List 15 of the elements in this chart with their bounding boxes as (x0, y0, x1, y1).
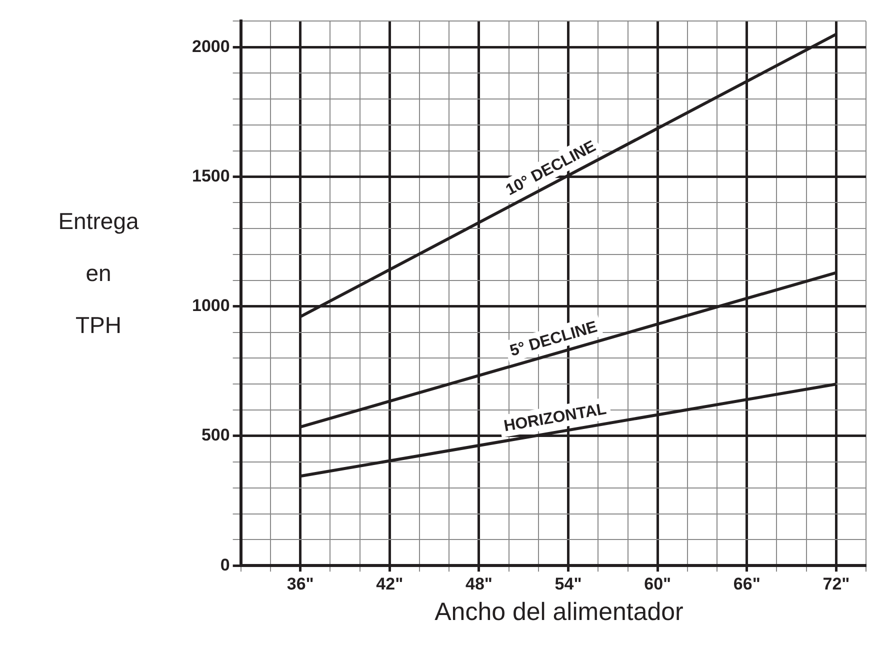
x-axis-title: Ancho del alimentador (434, 598, 684, 627)
x-tick-label: 60" (644, 574, 672, 594)
x-tick-label: 54" (554, 574, 582, 594)
y-tick-label: 1500 (192, 166, 230, 186)
y-tick-label: 1000 (192, 296, 230, 316)
y-tick-label: 0 (220, 555, 230, 574)
x-tick-label: 36" (286, 574, 314, 594)
y-tick-label: 2000 (192, 36, 230, 56)
x-tick-label: 72" (822, 574, 850, 594)
x-tick-label: 48" (465, 574, 492, 594)
y-tick-label: 500 (201, 426, 230, 445)
x-tick-label: 42" (376, 574, 404, 594)
y-axis-title: Entrega en TPH (58, 206, 139, 340)
x-tick-label: 66" (733, 574, 760, 594)
text: HORIZONTAL (502, 400, 608, 436)
